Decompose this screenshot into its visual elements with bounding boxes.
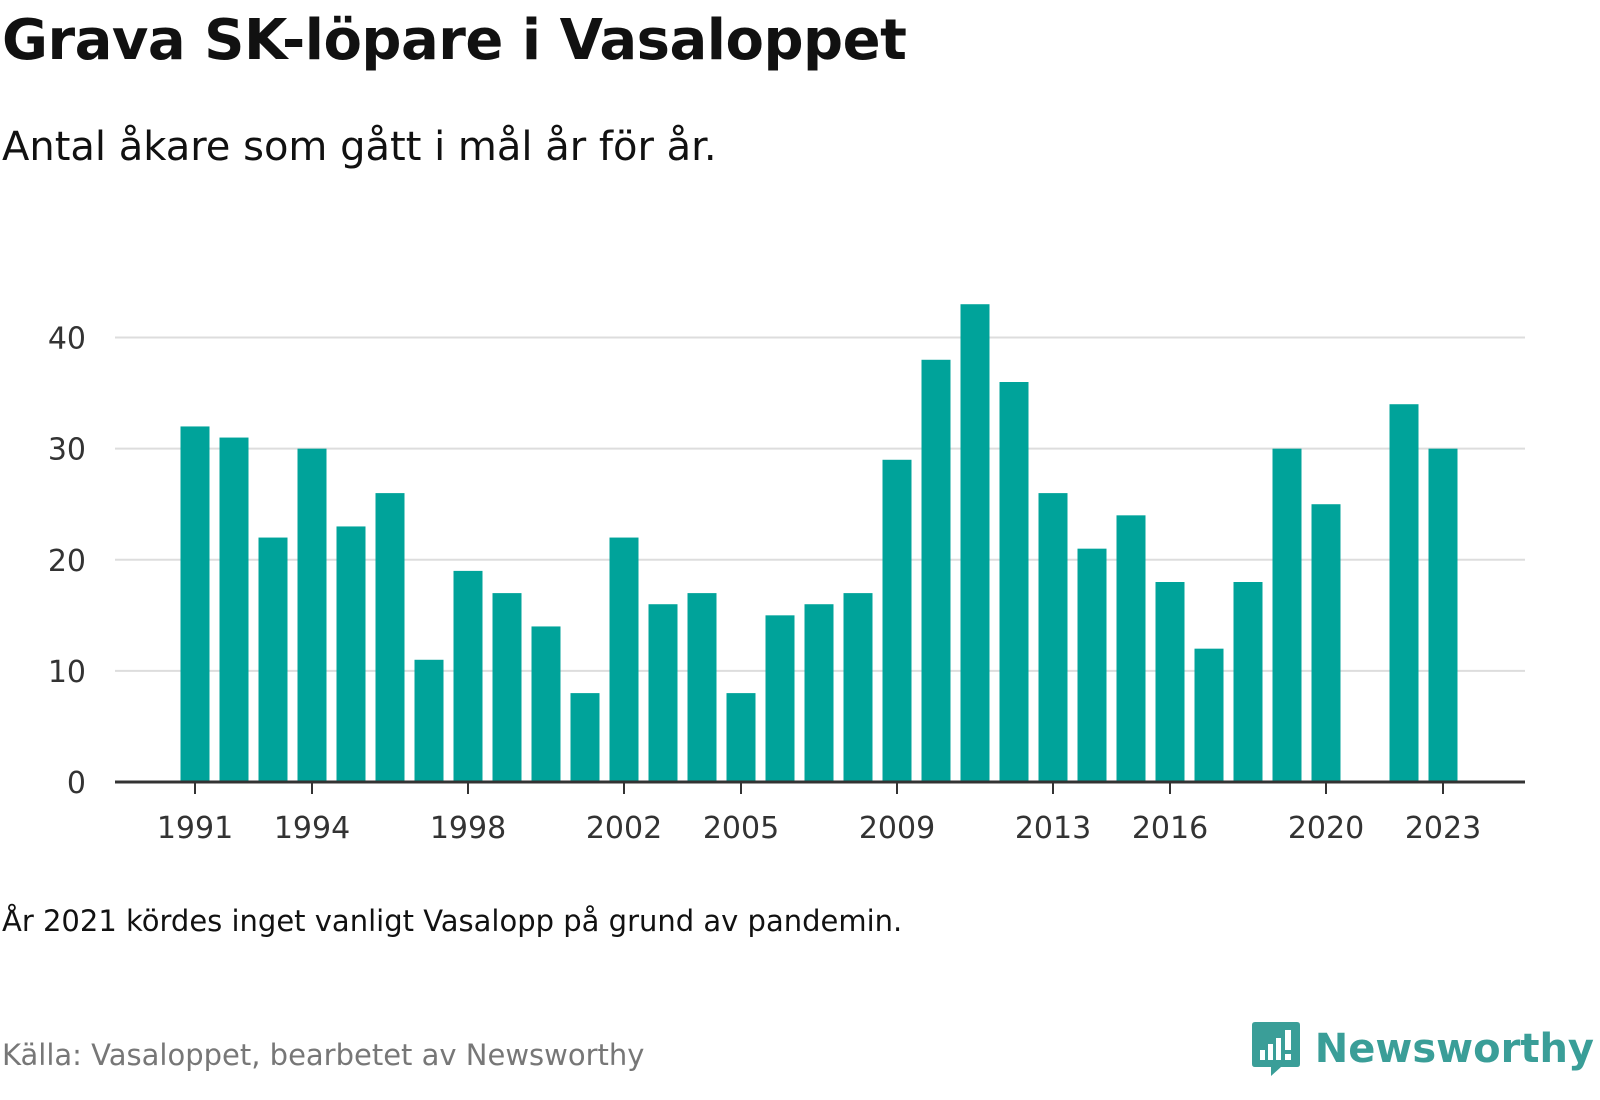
y-axis-ticks: 0 10 20 30 40 bbox=[48, 322, 86, 801]
x-tick-label: 2009 bbox=[859, 811, 935, 846]
x-tick-label: 1998 bbox=[430, 811, 506, 846]
bar-2023 bbox=[1428, 448, 1458, 782]
footnote: År 2021 kördes inget vanligt Vasalopp på… bbox=[2, 904, 903, 938]
y-tick-label: 40 bbox=[48, 322, 86, 357]
bar-2016 bbox=[1155, 582, 1185, 782]
x-tick-label: 2023 bbox=[1405, 811, 1481, 846]
bar-1991 bbox=[180, 426, 210, 782]
bar-2010 bbox=[921, 359, 951, 782]
bar-2007 bbox=[804, 604, 834, 782]
y-tick-label: 30 bbox=[48, 433, 86, 468]
x-tick-label: 2005 bbox=[703, 811, 779, 846]
bar-2004 bbox=[687, 593, 717, 782]
bar-1993 bbox=[258, 537, 288, 782]
bar-chart: 0 10 20 30 40 1991 1994 1998 2002 2005 2009 2013 20… bbox=[48, 304, 1525, 846]
brand-logo: Newsworthy bbox=[1251, 1020, 1594, 1078]
bar-2003 bbox=[648, 604, 678, 782]
bar-1999 bbox=[492, 593, 522, 782]
bar-2000 bbox=[531, 626, 561, 782]
newsworthy-logo-icon bbox=[1251, 1022, 1300, 1076]
x-tick-label: 2020 bbox=[1288, 811, 1364, 846]
chart-subtitle: Antal åkare som gått i mål år för år. bbox=[2, 124, 717, 170]
x-tick-label: 2016 bbox=[1132, 811, 1208, 846]
bar-2009 bbox=[882, 459, 912, 782]
x-tick-label: 2013 bbox=[1015, 811, 1091, 846]
bar-2005 bbox=[726, 693, 756, 782]
bar-2020 bbox=[1311, 504, 1341, 782]
bar-2015 bbox=[1116, 515, 1146, 782]
x-tick-label: 2002 bbox=[586, 811, 662, 846]
bar-1996 bbox=[375, 493, 405, 782]
bar-2011 bbox=[960, 304, 990, 782]
bar-1997 bbox=[414, 659, 444, 782]
source-credit: Källa: Vasaloppet, bearbetet av Newswort… bbox=[2, 1038, 645, 1072]
bar-2013 bbox=[1038, 493, 1068, 782]
bar-2002 bbox=[609, 537, 639, 782]
bar-2022 bbox=[1389, 404, 1419, 782]
bar-2006 bbox=[765, 615, 795, 782]
bar-1998 bbox=[453, 570, 483, 782]
bar-2019 bbox=[1272, 448, 1302, 782]
bar-1992 bbox=[219, 437, 249, 782]
bar-1995 bbox=[336, 526, 366, 782]
bars-group bbox=[180, 304, 1458, 782]
x-axis-ticks: 1991 1994 1998 2002 2005 2009 2013 2016 2020 2023 bbox=[157, 782, 1481, 846]
bar-2017 bbox=[1194, 648, 1224, 782]
bar-2018 bbox=[1233, 582, 1263, 782]
bar-2014 bbox=[1077, 548, 1107, 782]
y-tick-label: 20 bbox=[48, 544, 86, 579]
x-tick-label: 1994 bbox=[274, 811, 350, 846]
x-tick-label: 1991 bbox=[157, 811, 233, 846]
bar-1994 bbox=[297, 448, 327, 782]
brand-name: Newsworthy bbox=[1314, 1026, 1594, 1072]
y-tick-label: 0 bbox=[67, 766, 86, 801]
chart-title: Grava SK-löpare i Vasaloppet bbox=[2, 8, 907, 73]
bar-2012 bbox=[999, 382, 1029, 782]
y-tick-label: 10 bbox=[48, 655, 86, 690]
bar-2008 bbox=[843, 593, 873, 782]
bar-2001 bbox=[570, 693, 600, 782]
